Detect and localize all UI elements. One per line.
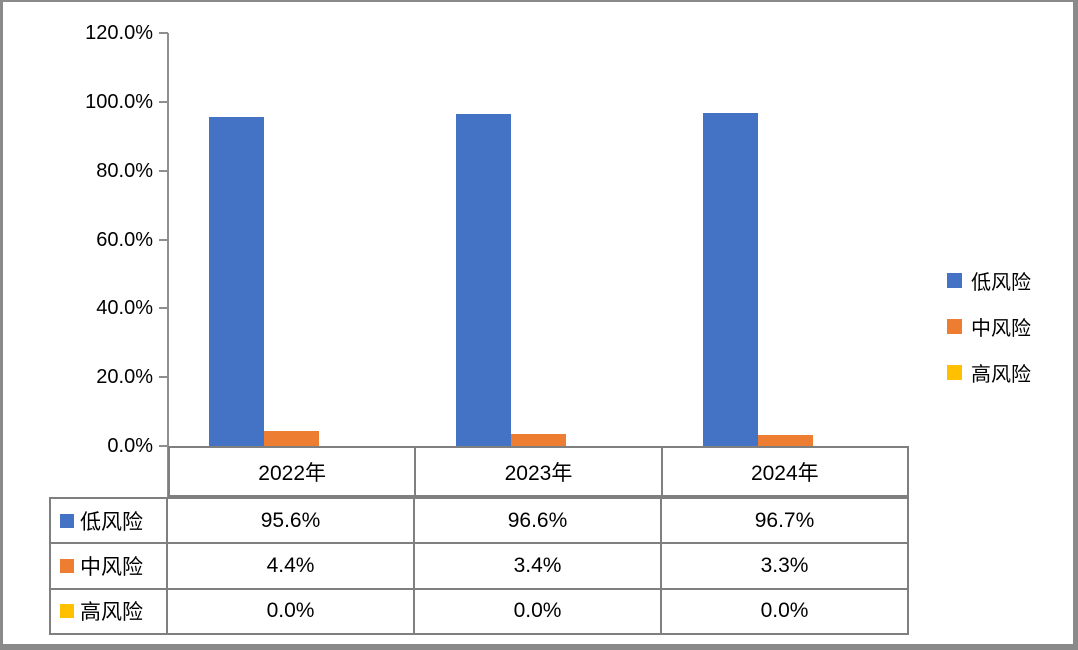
y-axis-tick-label: 20.0% [96,366,153,389]
data-table-cell-mid-risk-2023: 3.4% [415,544,662,588]
row-swatch-icon [60,604,74,619]
data-table-cell-low-risk-2023: 96.6% [415,499,662,543]
y-axis-tick-label: 0.0% [107,435,153,457]
data-table-row-label-mid-risk: 中风险 [51,544,168,588]
bar-mid-risk-2023 [511,434,566,446]
legend-swatch-icon [947,364,962,380]
data-table-cell-high-risk-2024: 0.0% [760,599,809,623]
bar-low-risk-2023 [456,114,511,446]
y-axis-tick-mark [159,169,168,172]
bar-mid-risk-2024 [758,435,813,446]
legend-label: 中风险 [971,317,1031,340]
data-table-cell-mid-risk-2022: 4.4% [168,544,415,588]
data-table-row-high-risk: 高风险 0.0% 0.0% 0.0% [51,587,907,633]
y-axis-tick-mark [159,238,168,241]
y-axis-tick-label: 80.0% [96,159,153,182]
y-axis-tick-mark [159,100,168,103]
y-axis-tick-mark [159,307,168,310]
y-axis-tick-label: 120.0% [85,22,153,44]
bar-low-risk-2022 [209,117,264,446]
data-table-header-row: 2022年 2023年 2024年 [168,446,909,497]
legend-item-low-risk: 低风险 [947,257,1031,303]
y-axis-tick-label: 100.0% [85,90,153,113]
y-axis-tick-mark [159,376,168,379]
y-axis-tick-label: 60.0% [96,228,153,251]
data-table-row-label-high-risk: 高风险 [51,589,168,633]
legend-label: 低风险 [971,271,1031,294]
data-table-cell-high-risk-2022: 0.0% [168,589,415,633]
data-table-cell-low-risk-2024: 96.7% [754,508,815,532]
y-axis-tick-mark [159,32,168,34]
legend-swatch-icon [947,318,962,334]
data-table-header-cell-2022: 2022年 [258,461,327,485]
bar-low-risk-2024 [703,113,758,446]
bar-mid-risk-2022 [264,431,319,446]
data-table-header-cell-2023: 2023年 [414,448,660,495]
legend-label: 高风险 [971,363,1031,386]
row-label-text: 高风险 [80,601,143,625]
legend: 低风险 中风险 高风险 [947,257,1031,395]
row-swatch-icon [60,558,74,573]
data-table-body: 低风险 95.6% 96.6% 96.7% 中风险 4.4% 3.4% 3.3% 高风险 0.0%… [49,497,909,635]
data-table-cell-mid-risk-2024: 3.3% [760,553,809,577]
row-label-text: 中风险 [80,555,143,579]
data-table-header-cell-2024: 2024年 [660,448,907,495]
data-table-row-label-low-risk: 低风险 [51,499,168,543]
data-table-cell-high-risk-2023: 0.0% [415,589,662,633]
legend-item-mid-risk: 中风险 [947,303,1031,349]
y-axis-tick-label: 40.0% [96,297,153,320]
data-table-cell-low-risk-2022: 95.6% [168,499,415,543]
data-table-row-low-risk: 低风险 95.6% 96.6% 96.7% [51,499,907,543]
row-label-text: 低风险 [80,510,143,534]
legend-swatch-icon [947,272,962,288]
y-axis-tick-mark [159,445,168,447]
y-axis-line [167,33,169,497]
data-table-row-mid-risk: 中风险 4.4% 3.4% 3.3% [51,542,907,588]
row-swatch-icon [60,513,74,528]
legend-item-high-risk: 高风险 [947,349,1031,395]
